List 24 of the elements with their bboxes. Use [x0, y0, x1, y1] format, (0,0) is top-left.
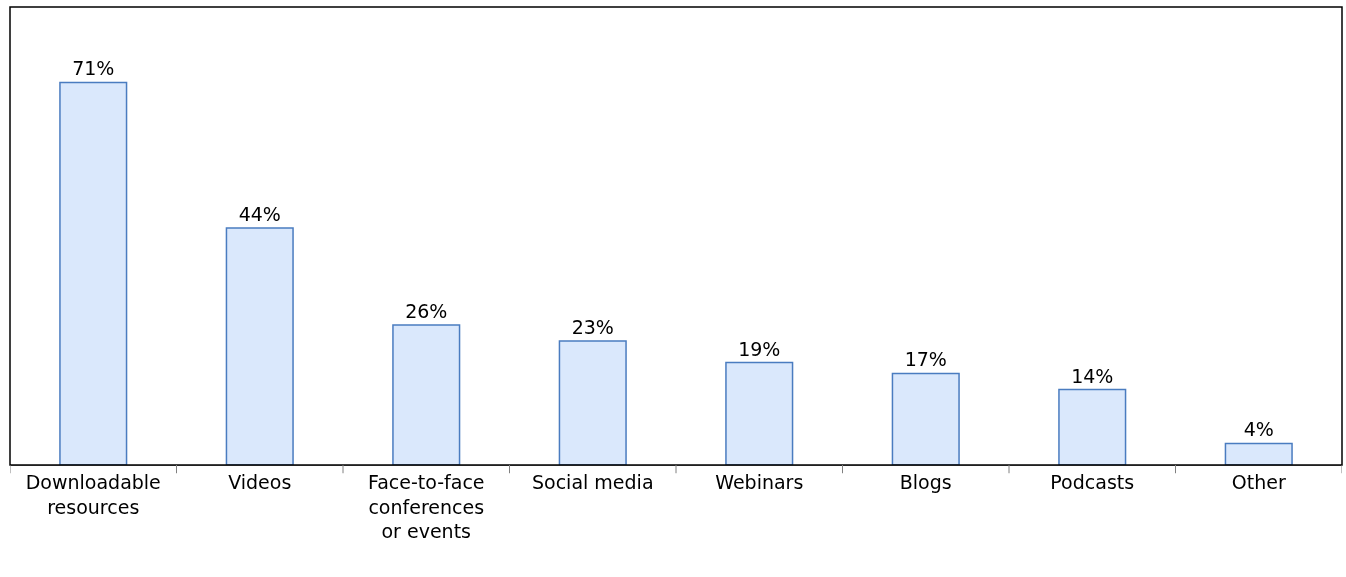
bar	[225, 227, 294, 465]
data-label: 14%	[1071, 364, 1114, 387]
data-label: 26%	[405, 299, 448, 322]
x-tick-label: Downloadable resources	[25, 470, 161, 518]
bar	[725, 361, 794, 465]
x-tick-label: Social media	[531, 470, 654, 493]
bar	[392, 324, 461, 465]
data-label: 44%	[238, 202, 281, 225]
x-tick-label: Videos	[228, 470, 292, 493]
data-label: 17%	[904, 348, 947, 371]
bar	[1058, 388, 1127, 465]
bar	[558, 340, 627, 465]
x-tick-label: Blogs	[899, 470, 952, 493]
data-label: 23%	[571, 316, 614, 339]
data-label: 19%	[738, 337, 781, 360]
bar	[1224, 442, 1293, 465]
data-label: 71%	[72, 57, 115, 80]
x-tick-label: Face-to-face conferences or events	[367, 470, 485, 543]
x-tick-label: Podcasts	[1050, 470, 1135, 493]
bar	[891, 372, 960, 465]
data-label: 4%	[1243, 418, 1274, 441]
x-tick-label: Other	[1231, 470, 1286, 493]
x-tick-label: Webinars	[715, 470, 804, 493]
bar	[59, 81, 128, 465]
